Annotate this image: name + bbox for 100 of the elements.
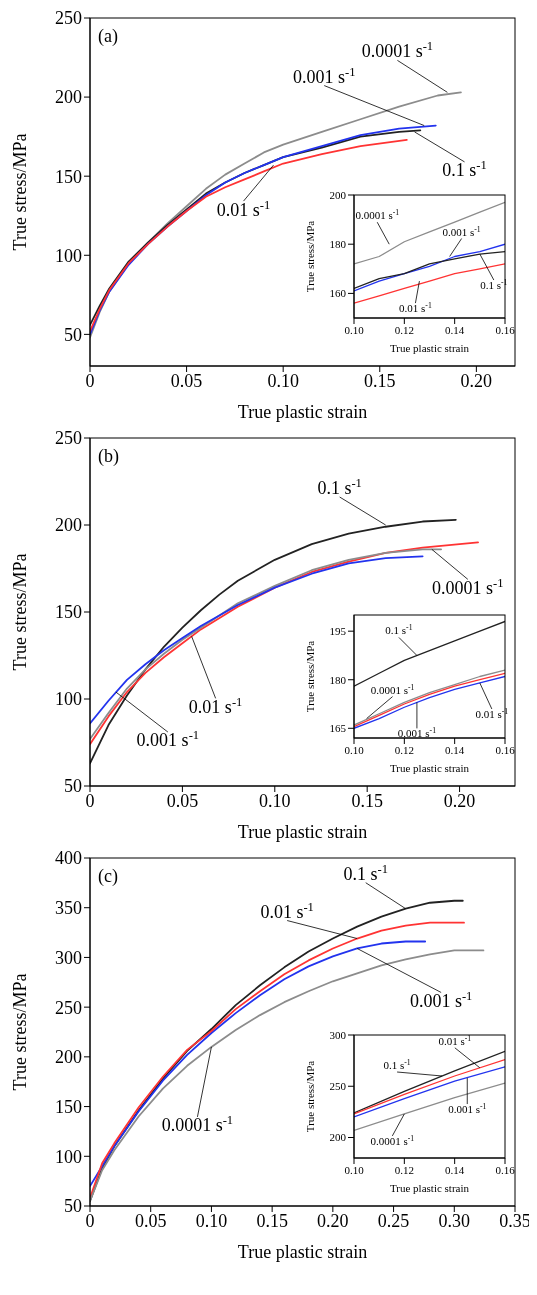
y-tick-label: 50 [64, 324, 82, 345]
x-tick-label: 0.15 [364, 370, 396, 391]
x-tick-label: 0.16 [495, 743, 516, 756]
y-tick-label: 160 [329, 287, 347, 300]
annotation: 0.1 s$^{-1}$ [383, 1057, 411, 1071]
annotation: 0.001 s$^{-1}$ [397, 725, 437, 740]
x-tick-label: 0.20 [460, 370, 493, 391]
annotation: 0.01 s$^{-1}$ [188, 694, 243, 717]
annotation: 0.0001 s$^{-1}$ [355, 207, 400, 222]
x-tick-label: 0.14 [445, 743, 465, 756]
chart-title: (b) [98, 446, 119, 467]
y-axis-title: True stress/MPa [303, 640, 316, 713]
x-tick-label: 0 [85, 1210, 95, 1231]
x-tick-label: 0.16 [495, 1163, 516, 1176]
x-axis-title: True plastic strain [237, 822, 368, 842]
y-tick-label: 180 [329, 673, 347, 686]
x-tick-label: 0 [85, 790, 95, 811]
y-tick-label: 250 [55, 997, 82, 1018]
x-tick-label: 0.20 [443, 790, 476, 811]
y-tick-label: 100 [55, 245, 82, 266]
y-tick-label: 400 [55, 848, 82, 869]
y-tick-label: 150 [55, 1096, 82, 1117]
y-tick-label: 50 [64, 1196, 82, 1217]
x-tick-label: 0.10 [344, 323, 365, 336]
annotation: 0.001 s$^{-1}$ [292, 64, 356, 87]
annotation: 0.0001 s$^{-1}$ [370, 1133, 415, 1147]
x-tick-label: 0.05 [170, 370, 203, 391]
y-tick-label: 180 [329, 238, 347, 251]
y-tick-label: 50 [64, 776, 82, 797]
x-tick-label: 0.10 [259, 790, 291, 811]
x-tick-label: 0.12 [394, 323, 414, 336]
line-series [354, 243, 505, 292]
line-series [90, 555, 424, 725]
annotation: 0.001 s$^{-1}$ [442, 224, 481, 238]
annotation: 0.01 s$^{-1}$ [475, 706, 509, 720]
x-tick-label: 0.10 [267, 370, 299, 391]
annotation: 0.01 s$^{-1}$ [438, 1033, 472, 1047]
y-axis-title: True stress/MPa [10, 973, 31, 1091]
y-axis-title: True stress/MPa [303, 220, 316, 293]
x-tick-label: 0.25 [377, 1210, 410, 1231]
annotation: 0.0001 s$^{-1}$ [370, 682, 415, 696]
x-axis-title: True plastic strain [389, 1182, 470, 1194]
y-tick-label: 200 [329, 188, 347, 201]
y-tick-label: 150 [55, 166, 82, 187]
x-tick-label: 0.30 [438, 1210, 471, 1231]
y-axis-title: True stress/MPa [303, 1060, 316, 1133]
annotation: 0.1 s$^{-1}$ [343, 861, 388, 884]
y-tick-label: 200 [55, 87, 82, 108]
y-tick-label: 165 [329, 722, 347, 735]
x-tick-label: 0.15 [256, 1210, 288, 1231]
annotation: 0.001 s$^{-1}$ [448, 1101, 487, 1115]
y-tick-label: 100 [55, 1146, 82, 1167]
x-tick-label: 0.10 [344, 743, 365, 756]
annotation: 0.001 s$^{-1}$ [136, 728, 200, 751]
y-tick-label: 250 [55, 8, 82, 29]
x-axis-title: True plastic strain [389, 342, 470, 354]
x-tick-label: 0.12 [394, 743, 414, 756]
x-tick-label: 0.05 [134, 1210, 167, 1231]
x-tick-label: 0 [85, 370, 95, 391]
y-tick-label: 195 [329, 625, 347, 638]
annotation: 0.0001 s$^{-1}$ [432, 575, 504, 598]
annotation: 0.01 s$^{-1}$ [399, 300, 432, 314]
y-axis-title: True stress/MPa [10, 133, 31, 251]
line-series [354, 1082, 505, 1131]
x-tick-label: 0.12 [394, 1163, 414, 1176]
annotation: 0.0001 s$^{-1}$ [361, 39, 434, 62]
x-axis-title: True plastic strain [237, 402, 368, 422]
annotation: 0.01 s$^{-1}$ [216, 197, 271, 220]
y-tick-label: 200 [55, 515, 82, 536]
x-tick-label: 0.10 [195, 1210, 228, 1231]
x-tick-label: 0.05 [166, 790, 199, 811]
x-axis-title: True plastic strain [389, 762, 470, 774]
y-tick-label: 150 [55, 602, 82, 623]
annotation: 0.01 s$^{-1}$ [260, 899, 314, 922]
x-tick-label: 0.20 [317, 1210, 349, 1231]
y-tick-label: 250 [329, 1080, 347, 1093]
line-series [354, 201, 505, 265]
line-series [90, 949, 485, 1202]
annotation: 0.1 s$^{-1}$ [442, 158, 487, 181]
annotation: 0.001 s$^{-1}$ [409, 988, 473, 1011]
y-tick-label: 200 [329, 1131, 347, 1144]
x-tick-label: 0.14 [445, 323, 465, 336]
y-axis-title: True stress/MPa [10, 553, 31, 671]
x-tick-label: 0.10 [344, 1163, 365, 1176]
line-series [354, 263, 505, 304]
annotation: 0.1 s$^{-1}$ [385, 622, 413, 637]
line-series [354, 250, 505, 290]
annotation: 0.1 s$^{-1}$ [317, 476, 362, 498]
x-tick-label: 0.16 [495, 323, 516, 336]
y-tick-label: 200 [55, 1047, 82, 1068]
y-tick-label: 350 [55, 898, 82, 919]
annotation: 0.0001 s$^{-1}$ [161, 1113, 234, 1136]
x-axis-title: True plastic strain [237, 1242, 368, 1262]
y-tick-label: 100 [55, 689, 82, 710]
text: (c) [98, 866, 118, 887]
y-tick-label: 300 [329, 1028, 347, 1041]
y-tick-label: 300 [55, 947, 82, 968]
y-tick-label: 250 [55, 428, 82, 449]
x-tick-label: 0.15 [351, 790, 383, 811]
annotation: 0.1 s$^{-1}$ [480, 277, 508, 291]
